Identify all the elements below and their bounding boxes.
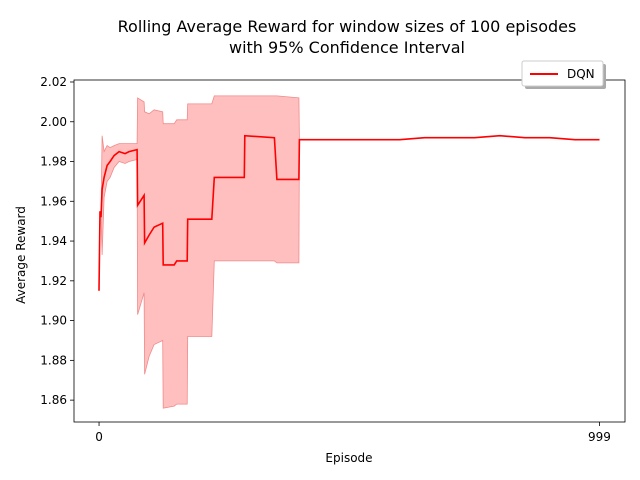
y-axis-label: Average Reward [14, 206, 28, 304]
x-axis-label: Episode [325, 451, 372, 465]
x-tick-label: 0 [95, 430, 103, 444]
x-tick-label: 999 [588, 430, 611, 444]
y-tick-label: 1.96 [40, 194, 67, 208]
legend-box [521, 60, 604, 87]
y-tick-label: 2.00 [40, 115, 67, 129]
confidence-band [98, 95, 600, 409]
plot-area [98, 95, 600, 409]
chart-title: Rolling Average Reward for window sizes … [118, 17, 577, 36]
y-tick-label: 1.94 [40, 234, 67, 248]
chart-subtitle: with 95% Confidence Interval [229, 38, 465, 57]
dqn-series-line [98, 134, 600, 291]
y-tick-label: 1.92 [40, 274, 67, 288]
legend[interactable]: DQN [521, 60, 606, 89]
y-tick-label: 2.02 [40, 75, 67, 89]
y-tick-label: 1.86 [40, 393, 67, 407]
y-tick-label: 1.98 [40, 155, 67, 169]
y-axis: 1.86 1.88 1.90 1.92 1.94 1.96 1.98 2.00 2.02 [40, 75, 74, 407]
x-axis: 0 999 [95, 422, 611, 444]
y-tick-label: 1.88 [40, 353, 67, 367]
y-tick-label: 1.90 [40, 314, 67, 328]
legend-label-dqn: DQN [567, 67, 595, 81]
plot-frame [73, 79, 626, 423]
